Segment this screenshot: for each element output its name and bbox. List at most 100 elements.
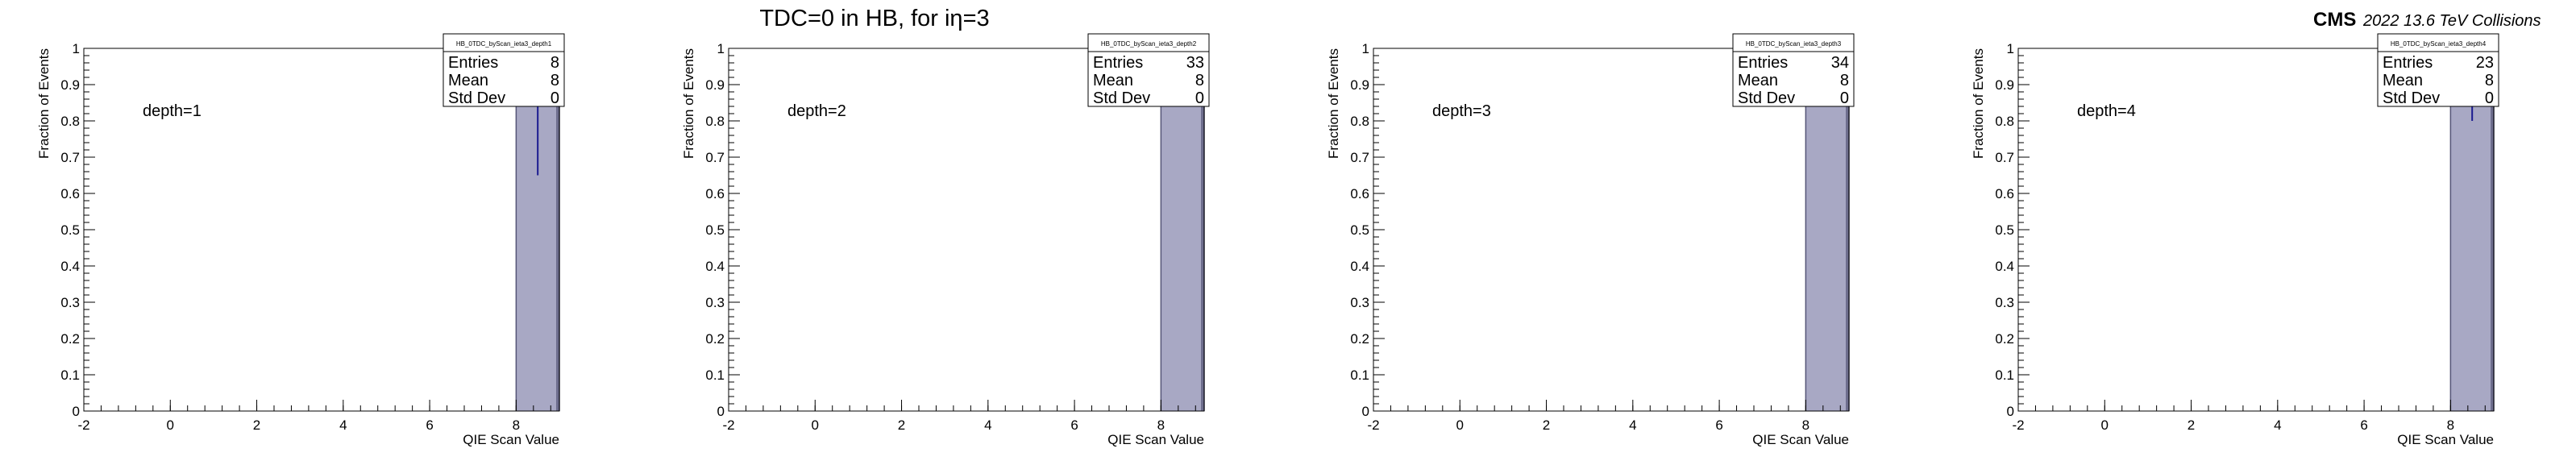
x-tick-label: 6 (2360, 417, 2367, 433)
y-tick-label: 0.9 (1995, 77, 2014, 93)
figure-title: TDC=0 in HB, for iη=3 (759, 6, 989, 31)
y-tick-label: 1 (73, 41, 80, 56)
y-tick-label: 0 (2007, 404, 2014, 419)
y-tick-label: 0.8 (1350, 114, 1369, 129)
y-tick-label: 0.7 (705, 150, 725, 165)
depth-annotation: depth=4 (2077, 102, 2136, 120)
stats-value-entries: 8 (551, 54, 559, 72)
y-tick-label: 0.9 (705, 77, 725, 93)
panel-1: -2 0 2 4 6 800.10.20.30.40.50.60.70.80.91QIE … (36, 33, 565, 447)
x-tick-label: -2 (1367, 417, 1379, 433)
panel-2: -2 0 2 4 6 800.10.20.30.40.50.60.70.80.91QIE … (681, 33, 1210, 447)
stats-value-mean: 8 (551, 72, 559, 89)
stats-label-mean: Mean (448, 72, 488, 89)
y-tick-label: 0.8 (1995, 114, 2014, 129)
y-tick-label: 0.9 (1350, 77, 1369, 93)
y-tick-label: 0.8 (60, 114, 80, 129)
y-tick-label: 0 (717, 404, 725, 419)
stats-label-entries: Entries (2383, 54, 2433, 72)
stats-box: HB_0TDC_byScan_ieta3_depth2 Entries 33 Mean… (1087, 33, 1210, 107)
y-tick-label: 0.6 (1350, 186, 1369, 201)
x-tick-label: 0 (1456, 417, 1464, 433)
stats-box-frame (1087, 33, 1210, 107)
y-tick-label: 0.6 (60, 186, 80, 201)
y-tick-label: 0.6 (705, 186, 725, 201)
y-tick-label: 0.4 (60, 259, 80, 274)
stats-label-entries: Entries (1093, 54, 1143, 72)
x-tick-label: 6 (426, 417, 433, 433)
x-axis-label: QIE Scan Value (1752, 432, 1849, 447)
y-tick-label: 0.7 (1350, 150, 1369, 165)
stats-label-std_dev: Std Dev (2383, 89, 2440, 107)
y-tick-label: 0.2 (1995, 331, 2014, 347)
y-axis-label: Fraction of Events (681, 48, 696, 159)
y-axis-label: Fraction of Events (1326, 48, 1341, 159)
y-tick-label: 0.4 (705, 259, 725, 274)
x-tick-label: 8 (1802, 417, 1809, 433)
y-tick-label: 0 (73, 404, 80, 419)
x-tick-label: 2 (2188, 417, 2195, 433)
x-tick-label: 6 (1070, 417, 1078, 433)
x-tick-label: 6 (1715, 417, 1722, 433)
stats-box-name: HB_0TDC_byScan_ieta3_depth4 (2391, 40, 2487, 48)
y-tick-label: 0.5 (60, 222, 80, 238)
stats-value-mean: 8 (2485, 72, 2494, 89)
y-tick-label: 0.2 (705, 331, 725, 347)
stats-label-std_dev: Std Dev (1093, 89, 1150, 107)
histogram-bar-edge (556, 48, 559, 411)
depth-annotation: depth=2 (787, 102, 846, 120)
y-tick-label: 1 (1362, 41, 1369, 56)
stats-value-std_dev: 0 (1840, 89, 1849, 107)
x-tick-label: -2 (722, 417, 734, 433)
x-tick-label: 4 (2274, 417, 2281, 433)
y-tick-label: 0 (1362, 404, 1369, 419)
stats-box: HB_0TDC_byScan_ieta3_depth3 Entries 34 Mean… (1732, 33, 1855, 107)
stats-label-mean: Mean (2383, 72, 2423, 89)
stats-box-frame (442, 33, 565, 107)
cms-label: CMS (2313, 9, 2356, 31)
x-tick-label: 4 (1629, 417, 1636, 433)
stats-label-mean: Mean (1738, 72, 1778, 89)
y-tick-label: 0.3 (1995, 295, 2014, 310)
y-tick-label: 0.9 (60, 77, 80, 93)
y-axis-label: Fraction of Events (36, 48, 52, 159)
stats-value-entries: 23 (2476, 54, 2494, 72)
y-tick-label: 0.2 (60, 331, 80, 347)
x-tick-label: 4 (339, 417, 347, 433)
stats-value-entries: 34 (1831, 54, 1849, 72)
x-tick-label: 8 (2447, 417, 2454, 433)
y-axis-label: Fraction of Events (1971, 48, 1986, 159)
x-tick-label: 2 (898, 417, 905, 433)
y-tick-label: 0.4 (1995, 259, 2014, 274)
x-tick-label: 0 (2101, 417, 2109, 433)
stats-label-std_dev: Std Dev (1738, 89, 1795, 107)
panel-4: -2 0 2 4 6 800.10.20.30.40.50.60.70.80.91QIE … (1971, 33, 2499, 447)
y-tick-label: 1 (717, 41, 725, 56)
y-tick-label: 0.5 (1995, 222, 2014, 238)
y-tick-label: 0.8 (705, 114, 725, 129)
stats-label-std_dev: Std Dev (448, 89, 505, 107)
histogram-bar-edge (2491, 48, 2494, 411)
stats-box-frame (1732, 33, 1855, 107)
stats-box: HB_0TDC_byScan_ieta3_depth4 Entries 23 Mean… (2377, 33, 2499, 107)
stats-value-entries: 33 (1186, 54, 1204, 72)
stats-label-entries: Entries (448, 54, 498, 72)
x-tick-label: -2 (2012, 417, 2024, 433)
y-tick-label: 0.5 (1350, 222, 1369, 238)
stats-value-std_dev: 0 (551, 89, 559, 107)
x-tick-label: 2 (253, 417, 260, 433)
histogram-bar-edge (1201, 48, 1204, 411)
panel-3: -2 0 2 4 6 800.10.20.30.40.50.60.70.80.91QIE … (1326, 33, 1855, 447)
x-axis-label: QIE Scan Value (463, 432, 559, 447)
y-tick-label: 0.3 (705, 295, 725, 310)
x-tick-label: 4 (984, 417, 991, 433)
stats-value-mean: 8 (1195, 72, 1204, 89)
x-tick-label: 2 (1543, 417, 1550, 433)
y-tick-label: 1 (2007, 41, 2014, 56)
stats-label-mean: Mean (1093, 72, 1133, 89)
y-tick-label: 0.5 (705, 222, 725, 238)
stats-box-frame (2377, 33, 2499, 107)
y-tick-label: 0.4 (1350, 259, 1369, 274)
depth-annotation: depth=1 (143, 102, 202, 120)
